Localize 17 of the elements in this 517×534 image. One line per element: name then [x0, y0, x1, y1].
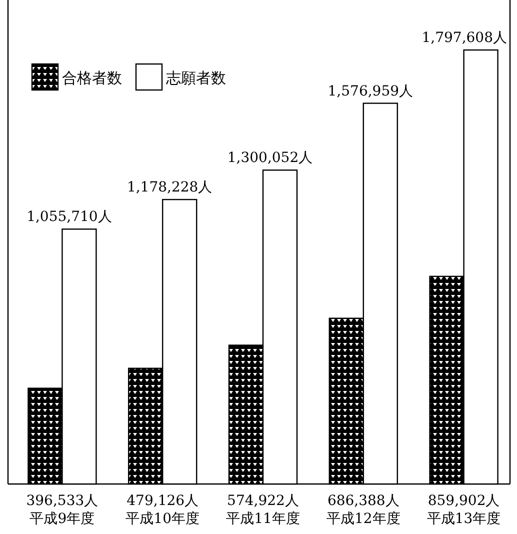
data-label: 1,178,228人 [126, 180, 212, 196]
data-label: 1,055,710人 [26, 209, 112, 226]
x-tick-label: 平成12年度 [326, 511, 400, 527]
data-label: 396,533人 [26, 493, 98, 509]
data-label: 574,922人 [227, 493, 299, 509]
x-tick-label: 平成13年度 [426, 511, 501, 527]
x-tick-label: 平成10年度 [126, 511, 200, 527]
legend-label: 合格者数 [62, 69, 122, 87]
data-label: 1,300,052人 [227, 150, 313, 166]
data-label: 859,902人 [428, 493, 500, 509]
data-label: 1,797,608人 [422, 30, 507, 46]
data-label: 479,126人 [126, 493, 199, 509]
legend-label: 志願者数 [166, 69, 226, 87]
data-label: 686,388人 [327, 493, 400, 509]
x-tick-label: 平成11年度 [226, 511, 300, 527]
x-tick-label: 平成9年度 [30, 511, 95, 527]
data-label: 1,576,959人 [328, 83, 414, 100]
